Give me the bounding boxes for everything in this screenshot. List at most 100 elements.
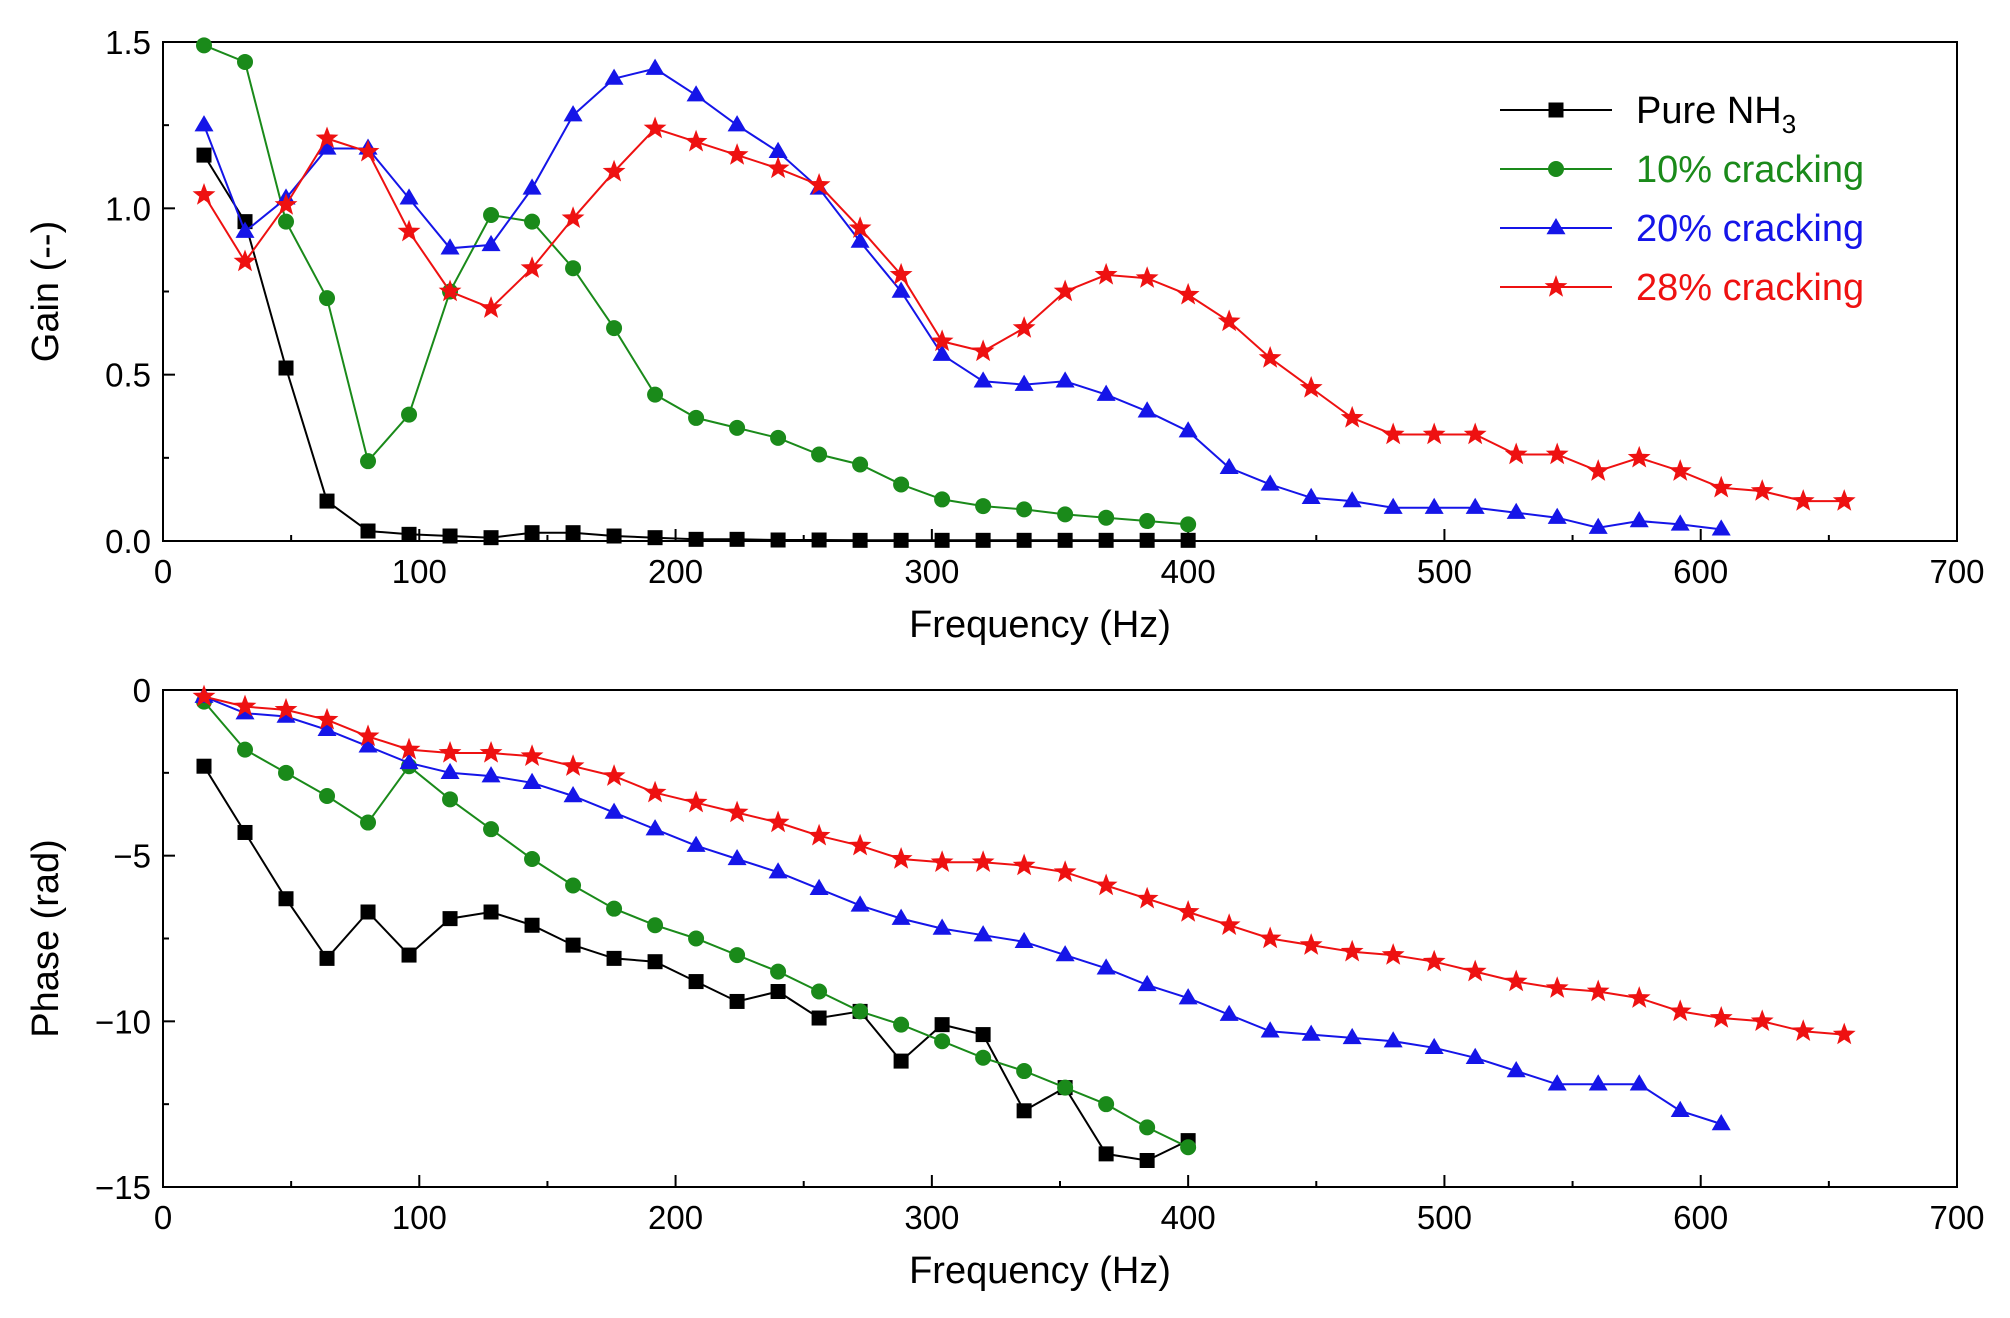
gain-series-pure bbox=[196, 147, 1196, 548]
gain-series-c28 bbox=[192, 116, 1856, 511]
phase-x-tick-label: 200 bbox=[648, 1199, 703, 1236]
gain-c20-point bbox=[1588, 517, 1608, 534]
phase-c28-point bbox=[1258, 926, 1282, 949]
gain-pure-point bbox=[1098, 532, 1114, 548]
phase-pure-point bbox=[811, 1010, 827, 1026]
phase-c10-point bbox=[319, 788, 336, 805]
phase-c10-point bbox=[565, 877, 582, 894]
gain-c28-point bbox=[725, 143, 749, 165]
gain-c28-point bbox=[397, 219, 421, 242]
gain-c10-point bbox=[1098, 509, 1115, 526]
gain-c28-point bbox=[438, 279, 462, 302]
gain-pure-point bbox=[401, 526, 417, 542]
gain-x-tick-label: 400 bbox=[1161, 553, 1216, 590]
phase-c10-point bbox=[524, 850, 541, 867]
legend-label-pure: Pure NH3 bbox=[1636, 90, 1796, 139]
phase-c20-point bbox=[1588, 1074, 1608, 1091]
phase-c10-point bbox=[1139, 1119, 1156, 1136]
gain-c20-point bbox=[317, 138, 337, 155]
gain-c28-point bbox=[1627, 445, 1651, 468]
phase-pure-point bbox=[360, 904, 376, 920]
gain-c20-point bbox=[563, 105, 583, 122]
gain-pure-point bbox=[811, 532, 827, 548]
phase-c28-point bbox=[233, 694, 257, 717]
phase-c28-point bbox=[1832, 1022, 1856, 1045]
gain-x-axis-title: Frequency (Hz) bbox=[909, 604, 1171, 646]
phase-c28-point bbox=[1504, 969, 1528, 992]
phase-c10-point bbox=[934, 1033, 951, 1050]
gain-pure-line bbox=[203, 154, 1189, 542]
phase-c28-point bbox=[315, 707, 339, 730]
phase-c20-point bbox=[481, 766, 501, 783]
gain-c10-point bbox=[483, 206, 500, 223]
phase-c20-point bbox=[1383, 1031, 1403, 1048]
phase-c20-line bbox=[203, 695, 1722, 1125]
gain-c20-point bbox=[727, 115, 747, 132]
phase-x-tick-label: 0 bbox=[154, 1199, 172, 1236]
phase-c28-point bbox=[1176, 899, 1200, 922]
gain-pure-point bbox=[196, 147, 212, 163]
phase-c28-point bbox=[561, 754, 585, 776]
gain-c10-point bbox=[647, 386, 664, 403]
phase-pure-point bbox=[647, 954, 663, 970]
phase-c20-point bbox=[645, 819, 665, 836]
gain-c10-point bbox=[360, 453, 377, 470]
phase-pure-point bbox=[524, 917, 540, 933]
phase-pure-point bbox=[934, 1017, 950, 1033]
gain-x-tick-label: 700 bbox=[1929, 553, 1984, 590]
gain-c10-point bbox=[811, 446, 828, 463]
gain-c28-point bbox=[1504, 442, 1528, 465]
gain-pure-point bbox=[893, 532, 909, 548]
gain-c10-point bbox=[606, 320, 623, 337]
phase-pure-point bbox=[237, 824, 253, 840]
phase-pure-line bbox=[203, 765, 1189, 1162]
gain-c10-line bbox=[203, 44, 1189, 526]
phase-c20-point bbox=[1178, 988, 1198, 1005]
gain-c10-point bbox=[237, 53, 254, 70]
phase-pure-point bbox=[1016, 1103, 1032, 1119]
gain-c20-point bbox=[1711, 519, 1731, 536]
phase-c28-point bbox=[1135, 886, 1159, 909]
gain-c20-point bbox=[1219, 457, 1239, 475]
gain-pure-point bbox=[442, 528, 458, 544]
phase-c28-point bbox=[274, 697, 298, 720]
phase-c20-point bbox=[809, 878, 829, 895]
gain-series-c20 bbox=[194, 58, 1731, 536]
gain-c20-line bbox=[203, 67, 1722, 531]
gain-c10-point bbox=[196, 37, 213, 54]
gain-pure-point bbox=[852, 532, 868, 548]
gain-pure-point bbox=[1139, 532, 1155, 548]
gain-c28-point bbox=[643, 116, 667, 139]
gain-c20-point bbox=[850, 231, 870, 248]
phase-series-c28 bbox=[192, 684, 1856, 1045]
gain-c28-point bbox=[1176, 282, 1200, 305]
legend-marker-pure bbox=[1548, 102, 1564, 118]
gain-c20-point bbox=[973, 371, 993, 388]
phase-c20-point bbox=[686, 835, 706, 852]
gain-pure-point bbox=[729, 531, 745, 547]
phase-c28-point bbox=[930, 850, 954, 872]
gain-c10-point bbox=[975, 498, 992, 515]
gain-c28-point bbox=[971, 339, 995, 362]
gain-c28-point bbox=[356, 139, 380, 162]
phase-c10-point bbox=[852, 1003, 869, 1020]
gain-c28-point bbox=[233, 249, 257, 272]
phase-c28-point bbox=[971, 850, 995, 872]
phase-c28-point bbox=[1217, 913, 1241, 935]
phase-chart: 0 100 200 300 400 500 600 700 −15 −10 −5 0 Frequency… bbox=[25, 672, 1985, 1292]
phase-c20-point bbox=[440, 762, 460, 780]
legend-marker-c10 bbox=[1548, 161, 1564, 177]
gain-c28-point bbox=[1586, 459, 1610, 481]
phase-pure-point bbox=[196, 758, 212, 774]
phase-c20-point bbox=[1219, 1004, 1239, 1021]
gain-c20-point bbox=[194, 115, 214, 132]
phase-series-pure bbox=[196, 758, 1196, 1168]
phase-series-c10 bbox=[196, 693, 1197, 1156]
gain-c20-point bbox=[522, 178, 542, 195]
phase-c10-point bbox=[770, 963, 787, 980]
phase-c10-point bbox=[483, 821, 500, 838]
gain-c20-point bbox=[1014, 374, 1034, 391]
phase-c20-point bbox=[1014, 931, 1034, 949]
gain-pure-point bbox=[565, 525, 581, 541]
phase-x-tick-label: 400 bbox=[1161, 1199, 1216, 1236]
